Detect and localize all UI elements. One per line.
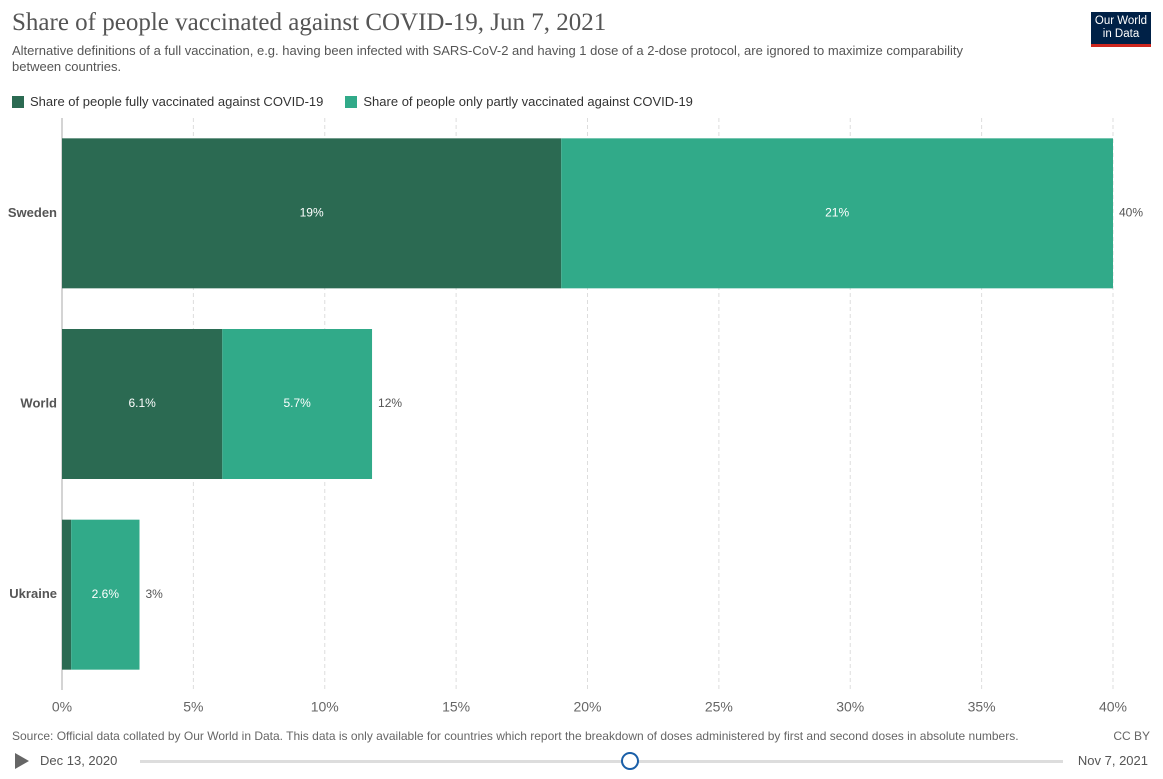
- legend-swatch: [12, 95, 24, 108]
- bar-segment: [62, 138, 562, 289]
- logo-line: Our World: [1094, 15, 1148, 27]
- legend-label: Share of people only partly vaccinated a…: [363, 94, 693, 109]
- bar-segment: [71, 519, 140, 670]
- legend-label: Share of people fully vaccinated against…: [30, 94, 324, 109]
- timeline-track[interactable]: [140, 760, 1063, 763]
- bar-segment: [62, 519, 72, 670]
- source-note: Source: Official data collated by Our Wo…: [12, 729, 1019, 743]
- x-tick-label: 10%: [311, 699, 339, 715]
- chart: 0% 5% 10% 15% 20% 25% 30% 35% 40% Sweden 19% 21% 40%…: [8, 118, 1143, 715]
- x-tick-label: 15%: [442, 699, 470, 715]
- x-tick-label: 20%: [573, 699, 601, 715]
- legend-item[interactable]: Share of people only partly vaccinated a…: [345, 94, 693, 109]
- x-tick-label: 0%: [52, 699, 72, 715]
- value-label: 21%: [825, 206, 849, 220]
- legend-item[interactable]: Share of people fully vaccinated against…: [12, 94, 323, 109]
- x-tick-label: 5%: [183, 699, 203, 715]
- bar-segment: [62, 329, 223, 479]
- logo[interactable]: Our World in Data: [1091, 12, 1151, 47]
- value-label: 5.7%: [283, 396, 311, 410]
- chart-subtitle: Alternative definitions of a full vaccin…: [12, 43, 963, 74]
- legend: Share of people fully vaccinated against…: [12, 94, 715, 109]
- timeline-start[interactable]: Dec 13, 2020: [40, 753, 118, 768]
- value-label: 2.6%: [92, 587, 120, 601]
- y-tick-label: World: [20, 395, 57, 410]
- timeline-end[interactable]: Nov 7, 2021: [1077, 753, 1148, 768]
- logo-line: in Data: [1102, 28, 1140, 40]
- play-button[interactable]: [15, 753, 29, 769]
- total-label: 12%: [378, 396, 402, 410]
- chart-title: Share of people vaccinated against COVID…: [12, 9, 607, 36]
- y-tick-label: Sweden: [8, 205, 57, 220]
- x-tick-label: 35%: [968, 699, 996, 715]
- legend-swatch: [345, 95, 358, 108]
- bar-segment: [561, 138, 1113, 289]
- x-tick-label: 40%: [1099, 699, 1127, 715]
- x-tick-label: 25%: [705, 699, 733, 715]
- value-label: 19%: [300, 206, 324, 220]
- total-label: 3%: [146, 587, 164, 601]
- license[interactable]: CC BY: [1113, 729, 1150, 743]
- value-label: 6.1%: [128, 396, 156, 410]
- total-label: 40%: [1119, 206, 1143, 220]
- bar-segment: [222, 329, 373, 479]
- x-tick-label: 30%: [836, 699, 864, 715]
- y-tick-label: Ukraine: [9, 586, 57, 601]
- timeline-handle[interactable]: [621, 752, 639, 770]
